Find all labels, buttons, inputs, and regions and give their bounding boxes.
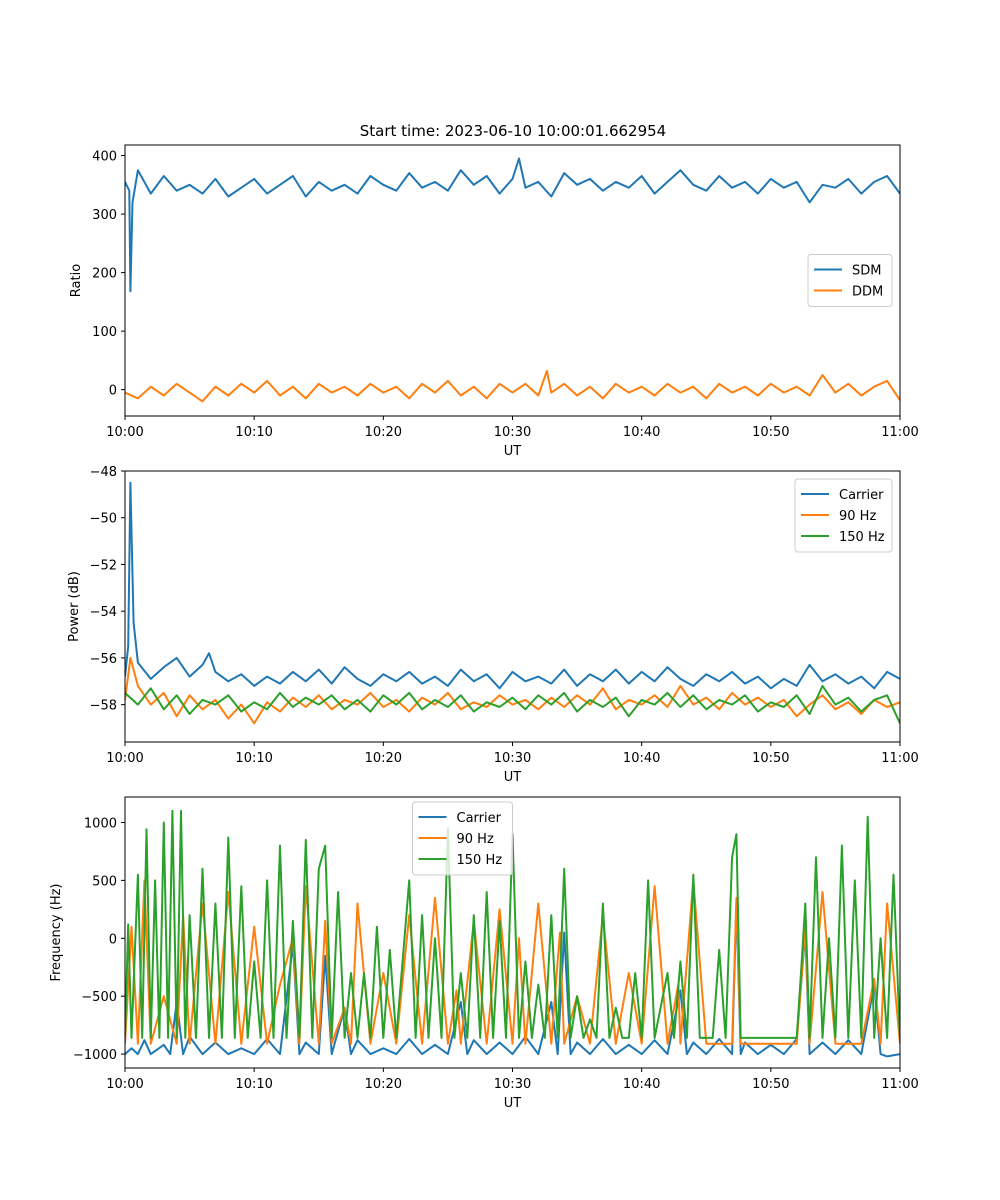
x-tick-label: 10:10 xyxy=(235,751,272,766)
series-line-150-hz xyxy=(125,684,900,724)
y-tick-label: 300 xyxy=(92,208,117,223)
x-tick-label: 10:10 xyxy=(235,425,272,440)
series-line-ddm xyxy=(125,369,900,403)
x-tick-label: 10:20 xyxy=(365,751,402,766)
legend: Carrier 90 Hz 150 Hz xyxy=(412,801,513,876)
x-tick-label: 10:00 xyxy=(106,1077,143,1092)
y-tick-label: 0 xyxy=(109,932,117,947)
legend-label-ddm: DDM xyxy=(852,285,883,300)
y-tick-label: −52 xyxy=(90,558,117,573)
y-tick-label: 500 xyxy=(92,874,117,889)
x-axis-label: UT xyxy=(504,770,522,785)
series-line-carrier xyxy=(125,481,900,690)
y-axis-label: Frequency (Hz) xyxy=(49,883,64,981)
y-tick-label: 1000 xyxy=(84,816,117,831)
y-tick-label: 100 xyxy=(92,325,117,340)
x-tick-label: 10:30 xyxy=(494,425,531,440)
series-line-carrier xyxy=(125,902,900,1058)
legend-label-carrier: Carrier xyxy=(457,811,502,826)
plots: 10:00 10:10 10:20 10:30 10:40 10:50 11:00 0 100 2… xyxy=(49,144,919,1111)
series-group xyxy=(125,809,900,1058)
x-tick-label: 10:50 xyxy=(752,1077,789,1092)
x-tick-label: 11:00 xyxy=(881,751,918,766)
legend-label-150-hz: 150 Hz xyxy=(839,530,885,545)
legend-box xyxy=(794,478,893,553)
legend-label-sdm: SDM xyxy=(852,264,881,279)
legend-box xyxy=(412,801,513,876)
y-tick-label: −54 xyxy=(90,605,117,620)
x-tick-label: 10:10 xyxy=(235,1077,272,1092)
chart-panel-3: 10:00 10:10 10:20 10:30 10:40 10:50 11:00 −1000… xyxy=(49,796,919,1111)
legend-label-90-hz: 90 Hz xyxy=(457,832,494,847)
y-axis-label: Ratio xyxy=(69,264,84,297)
y-tick-label: −48 xyxy=(90,465,117,480)
x-tick-label: 10:20 xyxy=(365,1077,402,1092)
y-axis-label: Power (dB) xyxy=(67,571,82,642)
x-tick-label: 11:00 xyxy=(881,1077,918,1092)
y-tick-label: −56 xyxy=(90,652,117,667)
x-tick-label: 10:00 xyxy=(106,425,143,440)
series-group xyxy=(125,157,900,403)
y-tick-label: −58 xyxy=(90,699,117,714)
figure-title: Start time: 2023-06-10 10:00:01.662954 xyxy=(360,122,666,140)
x-tick-label: 10:30 xyxy=(494,751,531,766)
x-tick-label: 10:20 xyxy=(365,425,402,440)
x-axis-label: UT xyxy=(504,1096,522,1111)
y-tick-label: 0 xyxy=(109,384,117,399)
chart-panel-2: 10:00 10:10 10:20 10:30 10:40 10:50 11:00 −58 −5… xyxy=(67,465,919,785)
x-tick-label: 10:40 xyxy=(623,751,660,766)
y-tick-label: 200 xyxy=(92,267,117,282)
chart-panel-1: 10:00 10:10 10:20 10:30 10:40 10:50 11:00 0 100 2… xyxy=(69,144,919,459)
y-tick-label: −1000 xyxy=(73,1048,117,1063)
legend-box xyxy=(807,254,893,307)
y-tick-label: −500 xyxy=(81,990,117,1005)
x-tick-label: 10:40 xyxy=(623,425,660,440)
legend: Carrier 90 Hz 150 Hz xyxy=(794,478,893,553)
x-tick-label: 10:40 xyxy=(623,1077,660,1092)
series-line-150-hz xyxy=(125,809,900,1039)
legend-label-90-hz: 90 Hz xyxy=(839,509,876,524)
y-tick-label: −50 xyxy=(90,512,117,527)
legend-label-150-hz: 150 Hz xyxy=(457,853,503,868)
series-line-sdm xyxy=(125,157,900,293)
x-tick-label: 11:00 xyxy=(881,425,918,440)
series-line-90-hz xyxy=(125,656,900,725)
x-axis-label: UT xyxy=(504,444,522,459)
x-tick-label: 10:50 xyxy=(752,751,789,766)
legend: SDM DDM xyxy=(807,254,893,307)
y-tick-label: 400 xyxy=(92,150,117,165)
series-line-90-hz xyxy=(125,879,900,1045)
legend-label-carrier: Carrier xyxy=(839,488,884,503)
x-tick-label: 10:50 xyxy=(752,425,789,440)
series-group xyxy=(125,481,900,725)
x-tick-label: 10:30 xyxy=(494,1077,531,1092)
x-tick-label: 10:00 xyxy=(106,751,143,766)
